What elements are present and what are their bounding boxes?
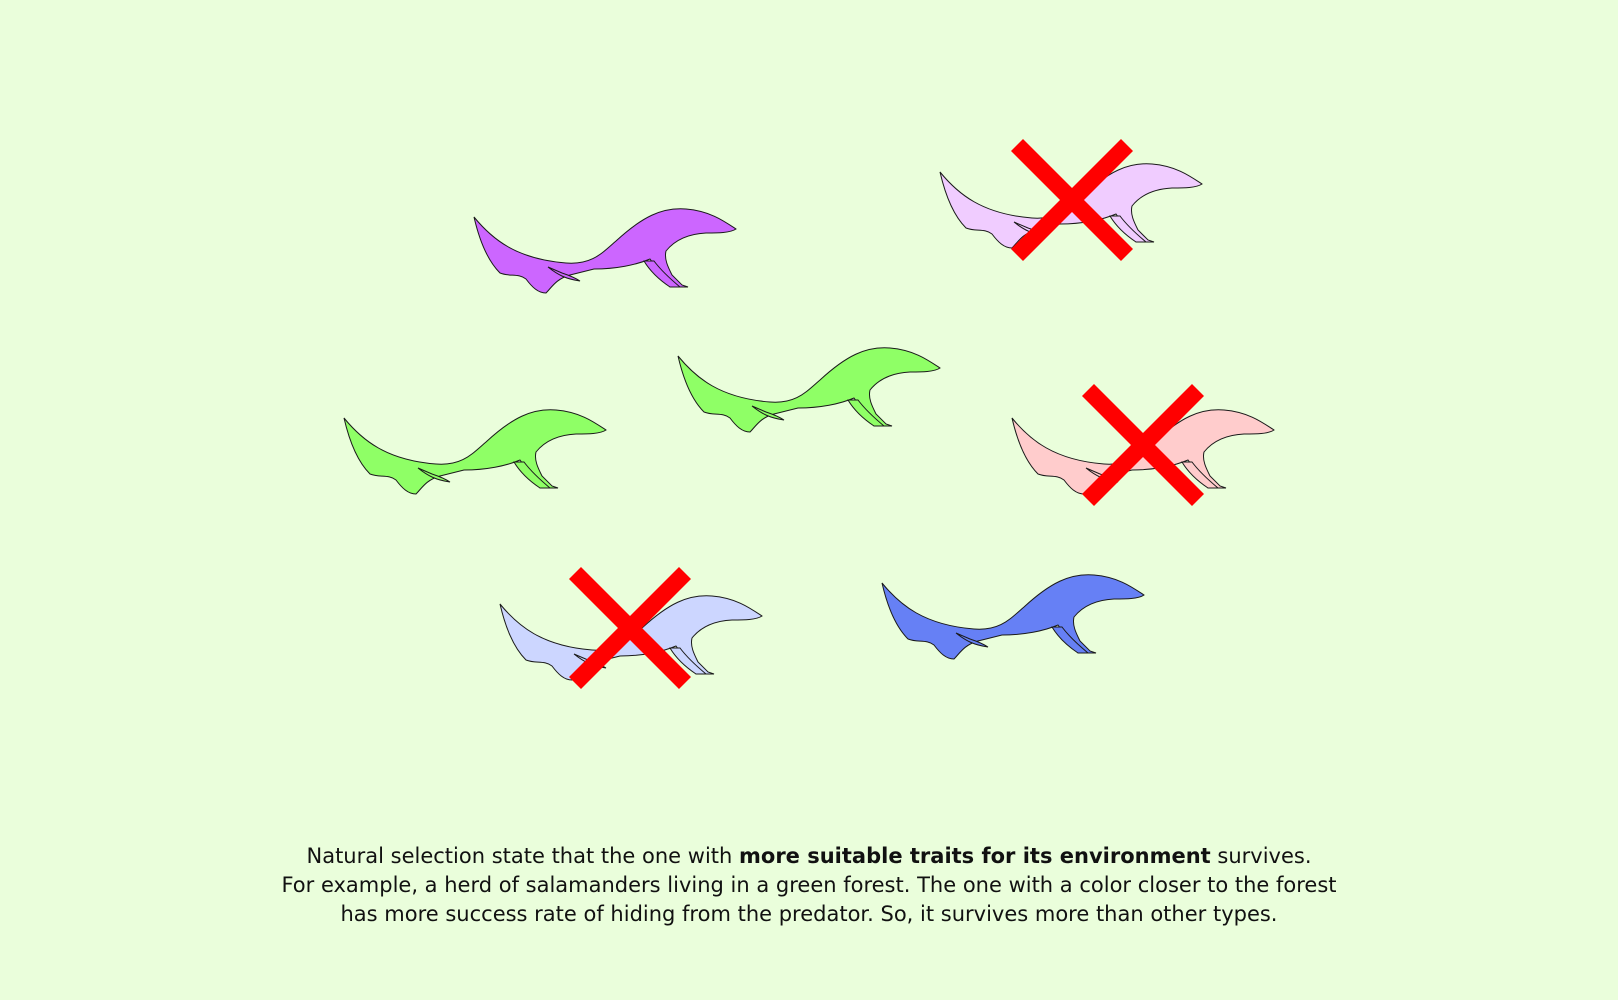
caption-emphasis: more suitable traits for its environment bbox=[739, 844, 1211, 868]
salamander-blue bbox=[881, 574, 1145, 660]
elimination-cross-icon bbox=[568, 566, 692, 690]
salamander-purple bbox=[473, 208, 737, 294]
salamander-green-left bbox=[343, 409, 607, 495]
caption-line-2: For example, a herd of salamanders livin… bbox=[281, 873, 1337, 897]
salamander-green-center bbox=[677, 347, 941, 433]
caption: Natural selection state that the one wit… bbox=[0, 842, 1618, 929]
caption-line-1-suffix: survives. bbox=[1210, 844, 1312, 868]
caption-line-3: has more success rate of hiding from the… bbox=[340, 902, 1278, 926]
salamander-scene bbox=[343, 138, 1275, 690]
caption-line-1: Natural selection state that the one wit… bbox=[0, 842, 1618, 871]
elimination-cross-icon bbox=[1010, 138, 1134, 262]
caption-line-1-prefix: Natural selection state that the one wit… bbox=[306, 844, 740, 868]
elimination-cross-icon bbox=[1081, 383, 1205, 507]
